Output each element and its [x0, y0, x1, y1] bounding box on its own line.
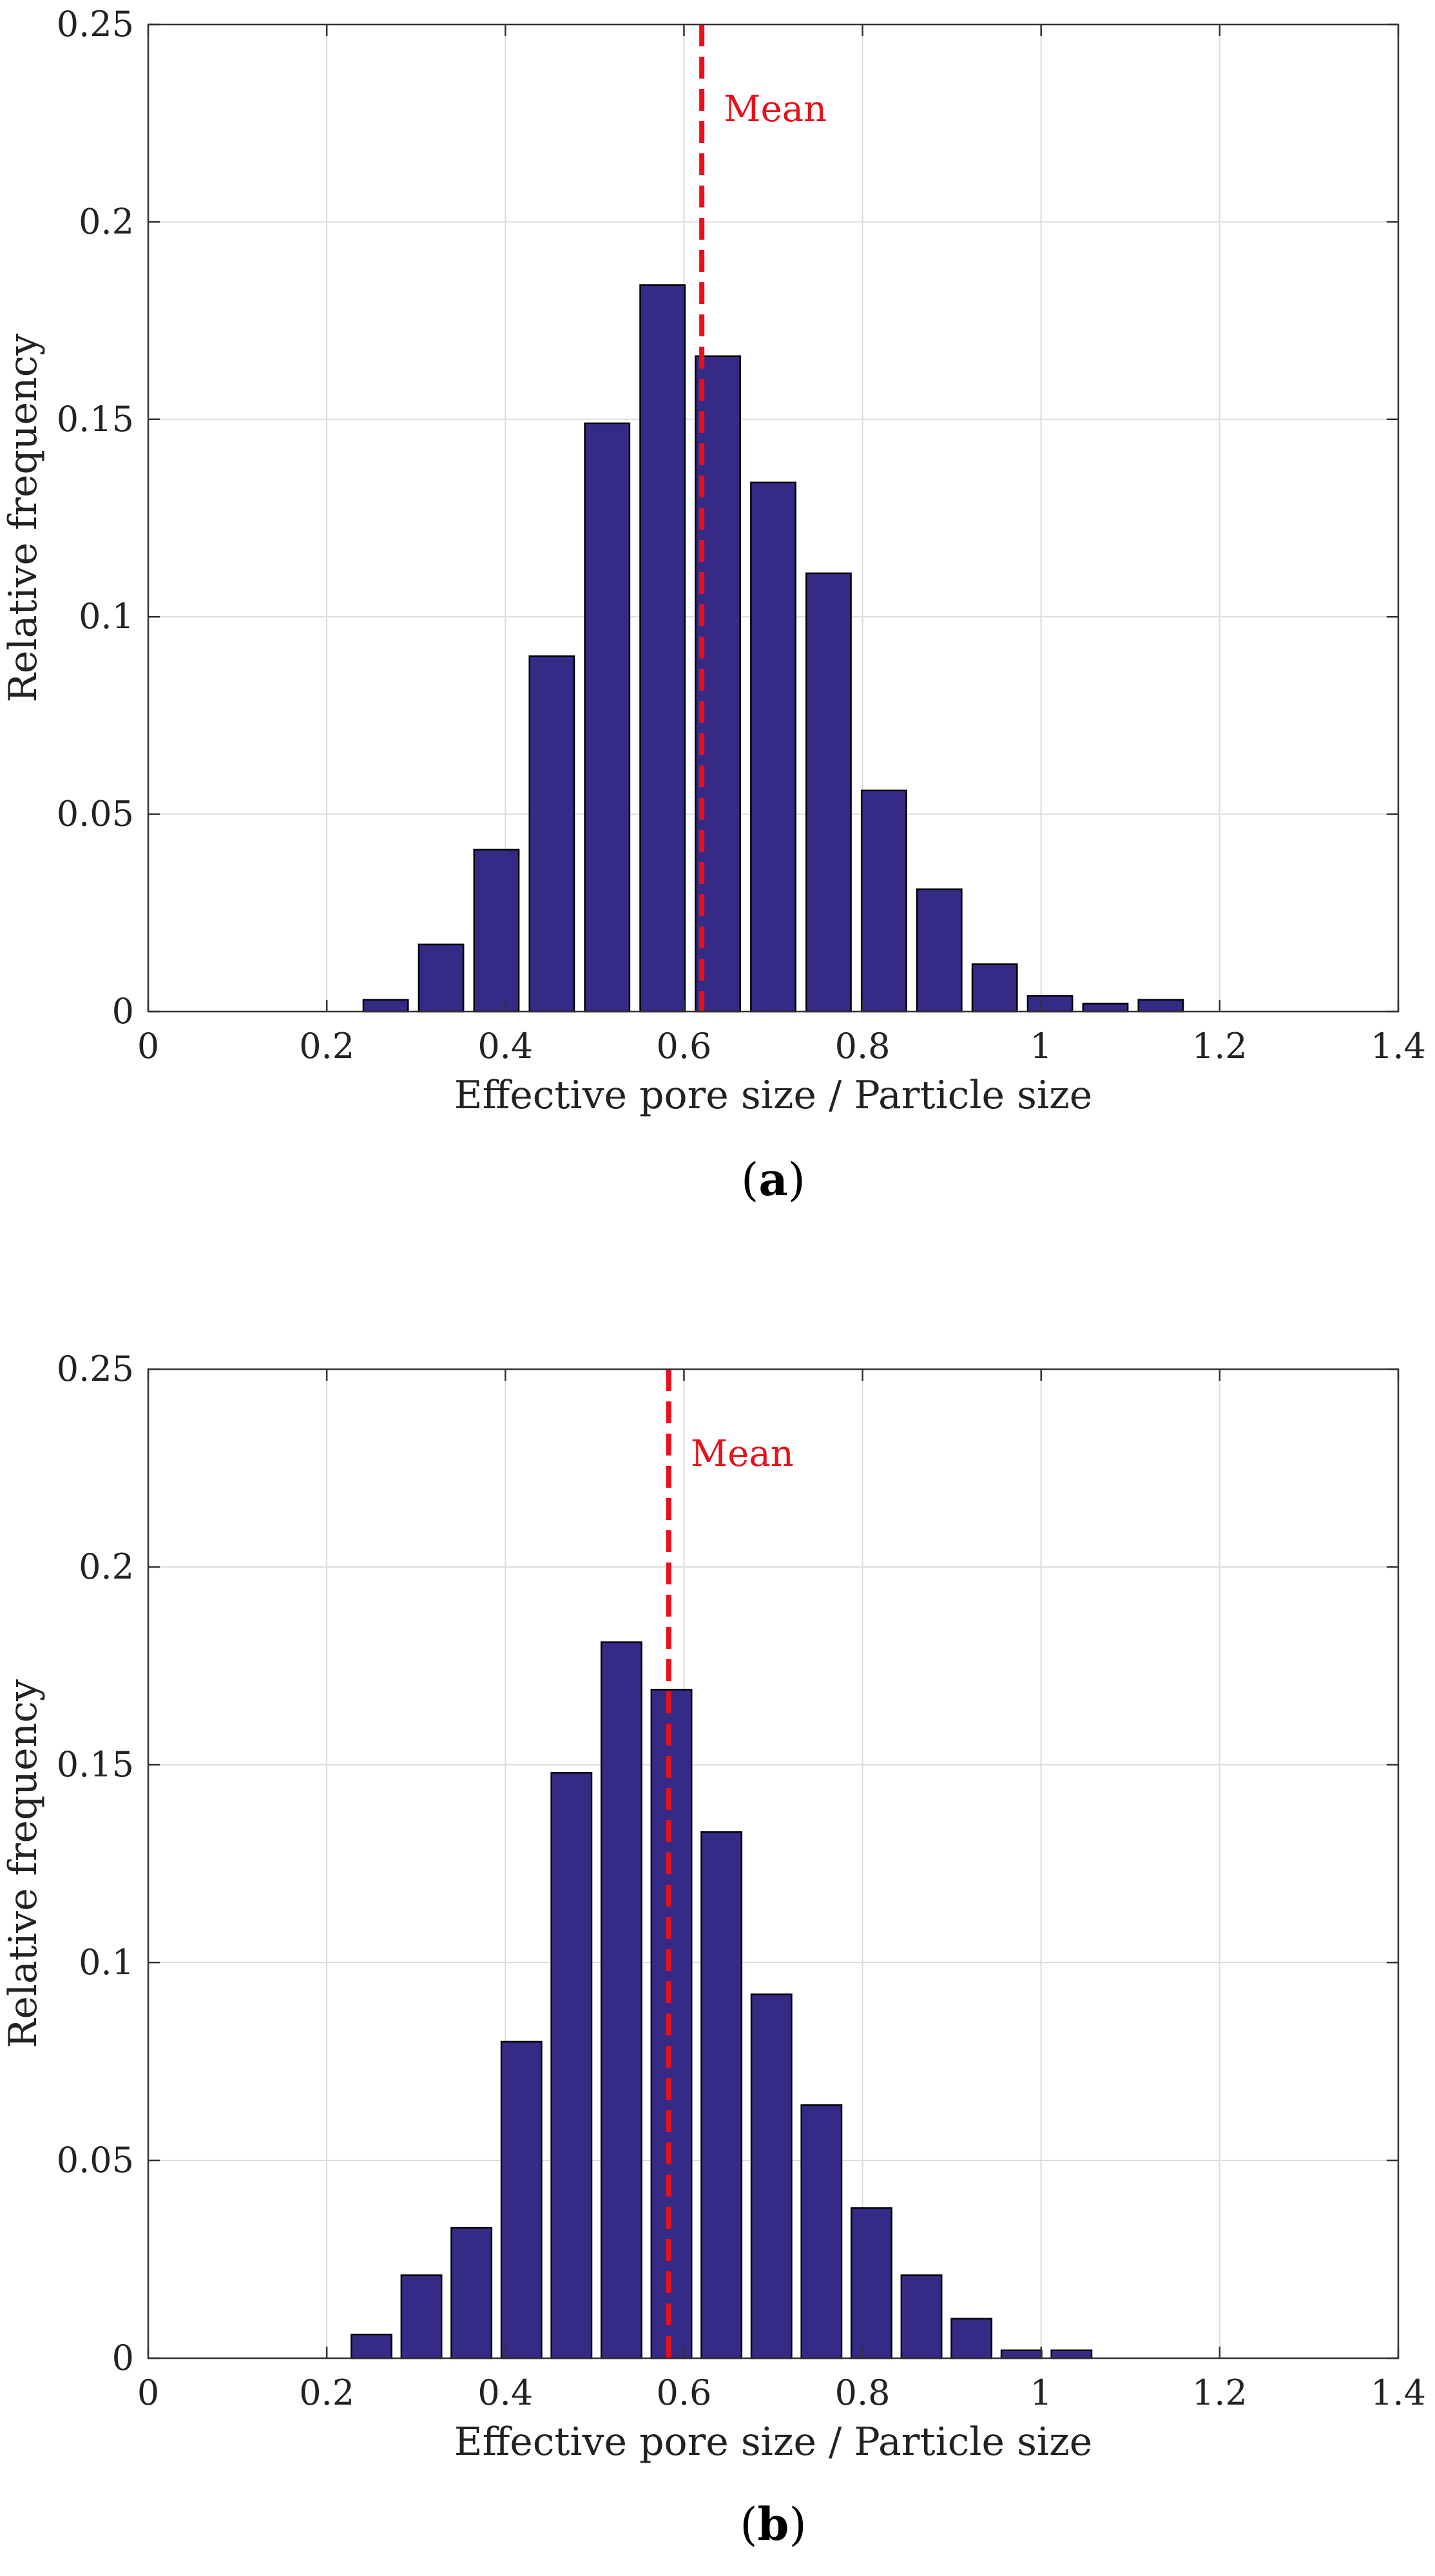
x-tick-label: 0.4	[477, 1026, 533, 1066]
x-axis-title: Effective pore size / Particle size	[454, 1073, 1092, 1118]
histogram-bar	[802, 2105, 842, 2358]
y-tick-label: 0.2	[79, 1546, 134, 1587]
histogram-bar	[806, 573, 851, 1012]
x-tick-label: 0	[137, 1026, 159, 1066]
x-tick-label: 0.6	[656, 1026, 711, 1066]
histogram-bar	[530, 656, 574, 1012]
x-tick-label: 1.2	[1192, 2372, 1247, 2413]
histogram-bar	[917, 889, 961, 1012]
x-tick-label: 1	[1030, 2372, 1052, 2413]
histogram-bar	[701, 1832, 741, 2358]
x-tick-label: 0.4	[477, 2372, 533, 2413]
x-tick-label: 1.4	[1371, 2372, 1426, 2413]
panel-caption: (a)	[741, 1153, 805, 1206]
x-tick-label: 0.2	[299, 1026, 354, 1066]
y-tick-label: 0.1	[79, 1942, 134, 1983]
y-tick-label: 0.2	[79, 201, 134, 242]
caption-close-paren: )	[789, 2498, 806, 2551]
y-axis-title: Relative frequency	[1, 1679, 46, 2048]
histogram-bar	[851, 2208, 891, 2358]
x-tick-label: 1	[1030, 1026, 1052, 1066]
histogram-bar	[1083, 1004, 1128, 1012]
mean-label: Mean	[724, 88, 827, 130]
histogram-bar	[862, 791, 906, 1012]
histogram-bar	[474, 850, 519, 1012]
x-tick-label: 0	[137, 2372, 159, 2413]
x-tick-label: 0.8	[835, 2372, 891, 2413]
y-tick-label: 0.15	[57, 1744, 134, 1785]
x-tick-label: 0.6	[656, 2372, 711, 2413]
histogram-bar	[751, 1994, 791, 2358]
y-tick-label: 0.05	[57, 794, 134, 834]
caption-open-paren: (	[741, 1153, 758, 1206]
histogram-bar	[401, 2275, 441, 2358]
caption-letter: a	[758, 1153, 787, 1206]
caption-letter: b	[758, 2497, 789, 2551]
histogram-bar	[585, 423, 630, 1012]
histogram-bar	[451, 2227, 491, 2358]
histogram-bar	[552, 1773, 592, 2358]
x-tick-label: 1.2	[1192, 1026, 1247, 1066]
chart-panel-b: Mean 0 0.2 0.4 0.6 0.8 1 1.2 1.4 0 0.05 0.1 0.15 0.2 0…	[1, 1349, 1426, 2551]
histogram-bar	[601, 1642, 641, 2358]
histogram-bar	[901, 2275, 941, 2358]
y-tick-label: 0.1	[79, 596, 134, 637]
mean-label: Mean	[691, 1433, 794, 1475]
chart-panel-a: Mean 0 0.2 0.4 0.6 0.8 1 1.2 1.4 0 0.05 0.1 0.15 0.2 0…	[1, 4, 1426, 1206]
histogram-bar	[363, 1000, 408, 1012]
y-axis-title: Relative frequency	[1, 334, 46, 703]
x-tick-label: 0.8	[835, 1026, 891, 1066]
histogram-bar	[1139, 1000, 1183, 1012]
y-tick-label: 0.25	[57, 4, 134, 44]
histogram-bar	[501, 2042, 541, 2358]
histogram-bar	[419, 945, 463, 1012]
y-tick-label: 0.15	[57, 399, 134, 439]
x-tick-label: 0.2	[299, 2372, 354, 2413]
histogram-bar	[1001, 2350, 1041, 2358]
y-tick-label: 0	[112, 2338, 134, 2378]
x-axis-title: Effective pore size / Particle size	[454, 2419, 1092, 2465]
x-tick-label: 1.4	[1371, 1026, 1426, 1066]
histogram-bar	[651, 1689, 691, 2358]
histogram-bar	[640, 285, 685, 1012]
histogram-bar	[351, 2334, 391, 2358]
histogram-bar	[1052, 2350, 1092, 2358]
y-tick-label: 0.25	[57, 1349, 134, 1389]
y-tick-label: 0.05	[57, 2140, 134, 2180]
histogram-bar	[751, 483, 795, 1012]
histogram-bar	[972, 964, 1017, 1012]
y-tick-label: 0	[112, 991, 134, 1032]
caption-open-paren: (	[740, 2498, 757, 2551]
histogram-bar	[951, 2319, 991, 2358]
histogram-bar	[1028, 995, 1072, 1012]
caption-close-paren: )	[788, 1153, 805, 1206]
panel-caption: (b)	[740, 2497, 807, 2551]
